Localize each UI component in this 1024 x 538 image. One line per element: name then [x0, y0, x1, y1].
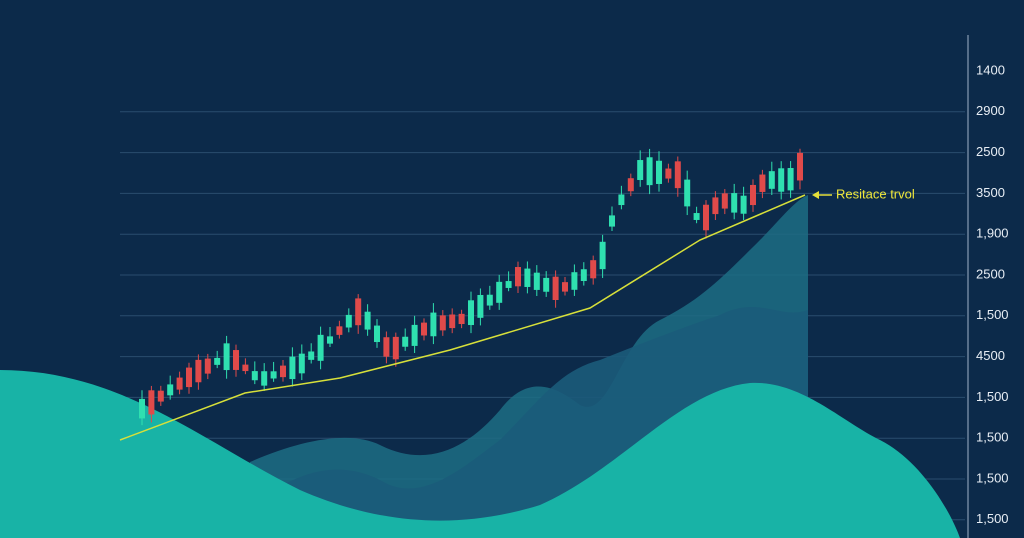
- candle-body: [298, 353, 305, 374]
- candle-body: [759, 174, 766, 192]
- candle-body: [646, 157, 653, 186]
- candle-body: [176, 377, 183, 390]
- candle-body: [392, 336, 399, 360]
- candle-body: [703, 204, 709, 231]
- axis-label: 4500: [976, 348, 1005, 363]
- candle-body: [477, 294, 484, 318]
- candle-body: [740, 195, 747, 214]
- axis-label: 2500: [976, 266, 1005, 281]
- candle-body: [308, 351, 315, 360]
- candle-body: [665, 168, 672, 179]
- axis-label: 3500: [976, 185, 1005, 200]
- candle-body: [684, 179, 691, 207]
- candle-body: [251, 371, 258, 381]
- axis-label: 1,500: [976, 511, 1009, 526]
- annotation-arrowhead: [812, 191, 819, 199]
- candle-body: [195, 359, 202, 383]
- candle-body: [656, 160, 662, 184]
- axis-label: 2500: [976, 144, 1005, 159]
- axis-label: 1,500: [976, 430, 1009, 445]
- candle-body: [778, 168, 785, 192]
- candle-body: [411, 324, 418, 346]
- annotation: Resitace trvol: [836, 186, 915, 201]
- candle-body: [261, 371, 268, 386]
- candle-body: [421, 322, 427, 336]
- candle-body: [486, 294, 493, 306]
- candle-body: [674, 161, 681, 189]
- candle-body: [345, 314, 352, 328]
- candle-body: [580, 269, 587, 282]
- candle-body: [374, 325, 380, 343]
- candle-body: [505, 281, 512, 288]
- candle-body: [148, 390, 155, 415]
- candle-body: [449, 314, 456, 329]
- candle-body: [468, 300, 474, 326]
- candle-body: [731, 193, 738, 213]
- candle-body: [496, 281, 503, 303]
- candle-body: [458, 313, 465, 325]
- axis-label: 1,500: [976, 389, 1009, 404]
- candle-body: [693, 213, 700, 220]
- candle-body: [214, 357, 221, 365]
- candle-body: [712, 197, 719, 215]
- candles: [139, 148, 803, 426]
- candle-body: [204, 358, 211, 374]
- axis-label: 1400: [976, 62, 1005, 77]
- candle-body: [364, 311, 371, 330]
- candle-body: [627, 178, 634, 192]
- candle-body: [223, 343, 230, 371]
- candle-body: [533, 272, 540, 290]
- candle-body: [139, 398, 145, 419]
- axis-label: 2900: [976, 103, 1005, 118]
- candle-body: [289, 356, 296, 380]
- candle-body: [562, 282, 568, 292]
- candle-body: [552, 276, 559, 301]
- candle-body: [242, 364, 249, 372]
- candle-body: [590, 260, 597, 279]
- candle-body: [571, 272, 578, 290]
- candle-body: [167, 384, 174, 396]
- candle-body: [750, 184, 756, 206]
- candle-body: [543, 277, 550, 292]
- candle-body: [721, 193, 728, 209]
- candle-body: [157, 390, 164, 402]
- candle-body: [270, 371, 277, 379]
- candle-body: [317, 334, 324, 361]
- axis-label: 1,900: [976, 226, 1009, 241]
- candle-body: [797, 152, 803, 181]
- candle-body: [787, 168, 794, 191]
- candle-body: [355, 298, 362, 326]
- candle-body: [768, 171, 775, 189]
- candle-body: [336, 326, 343, 335]
- axis-label: 1,500: [976, 470, 1009, 485]
- candle-body: [524, 268, 531, 287]
- axis-label: 1,500: [976, 307, 1009, 322]
- candle-body: [280, 365, 286, 378]
- trend-line: [119, 194, 806, 441]
- candle-body: [439, 315, 446, 331]
- candle-body: [327, 336, 333, 344]
- candle-body: [618, 194, 625, 206]
- teal-hill: [0, 370, 960, 538]
- candle-body: [599, 241, 606, 270]
- candle-body: [637, 160, 644, 181]
- candle-body: [609, 215, 615, 227]
- candle-body: [186, 367, 192, 388]
- candle-body: [402, 336, 409, 347]
- candle-body: [430, 312, 437, 337]
- candle-body: [515, 267, 521, 287]
- axis-labels: 1400 2900 2500 3500 1,900 2500 1,500 4500 1,500 1…: [976, 62, 1009, 526]
- candle-body: [383, 337, 390, 357]
- candle-body: [233, 350, 239, 370]
